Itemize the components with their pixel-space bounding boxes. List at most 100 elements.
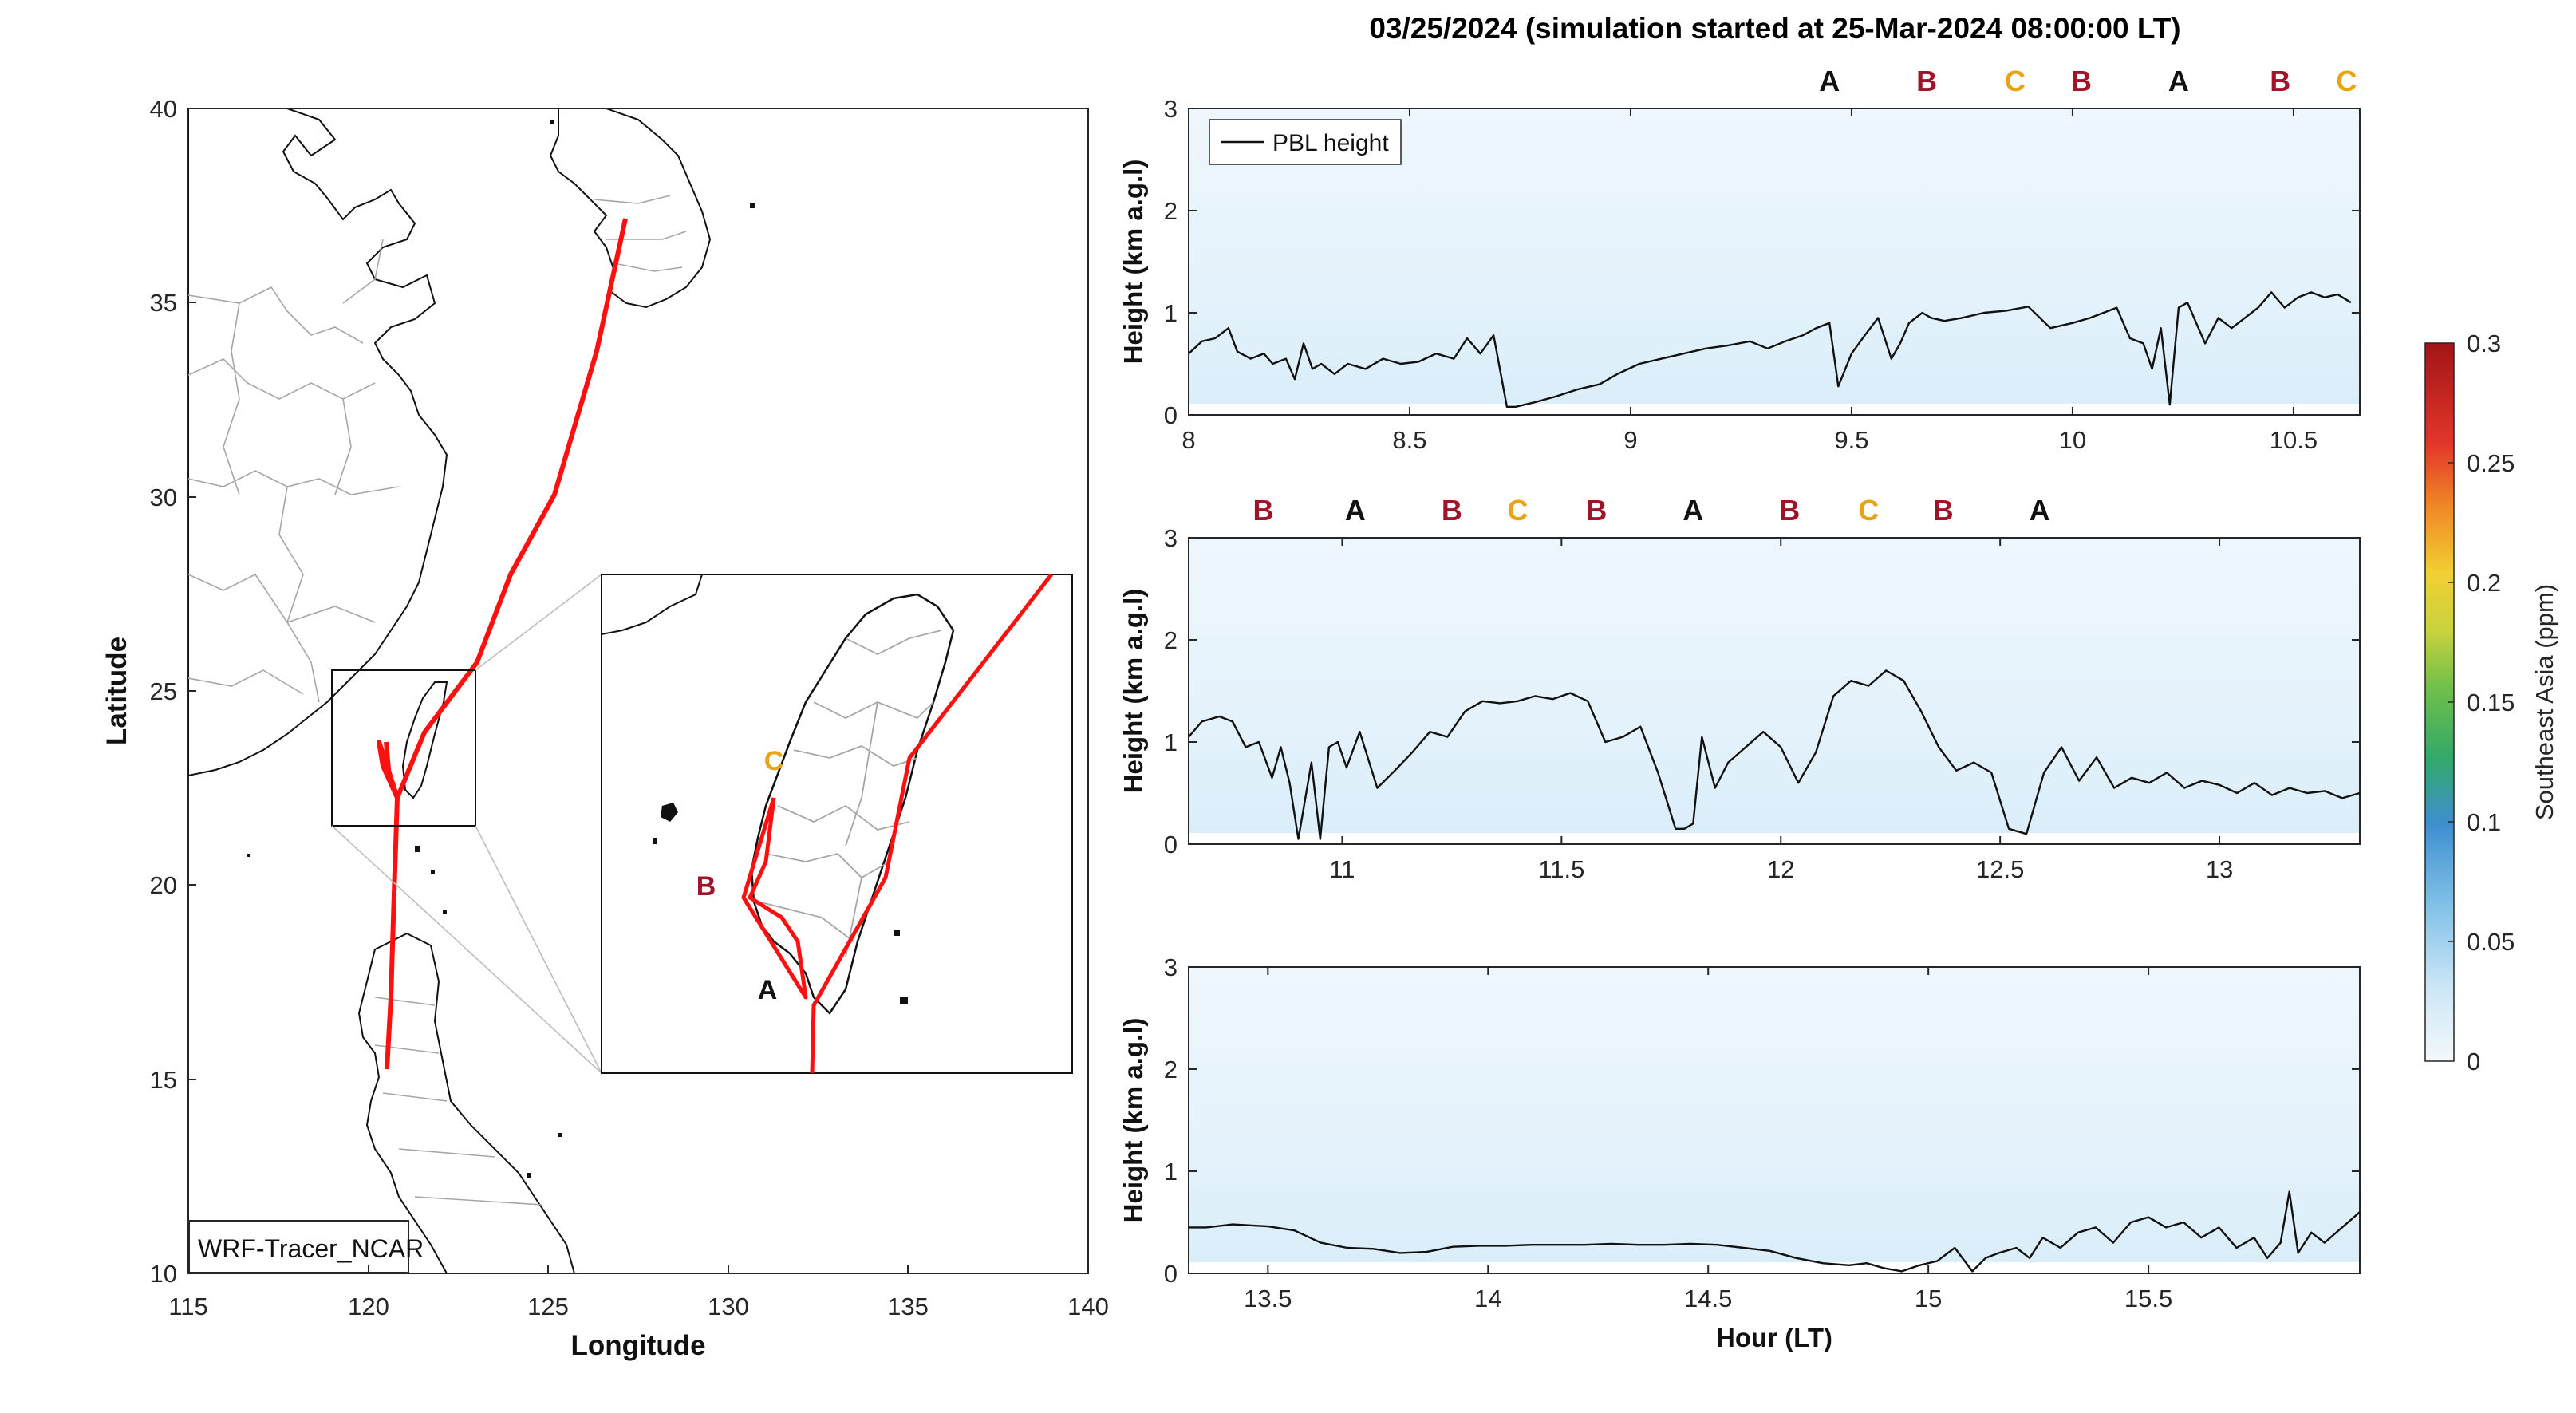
colorbar-label: Southeast Asia (ppm) (2531, 584, 2558, 820)
panel-legend: PBL height (1209, 119, 1402, 165)
map-ylabel: Latitude (101, 637, 132, 745)
timeseries-panel-3: 13.5 14 14.5 15 15.5 0 1 2 3 Height (km a.g.l) Hou… (1118, 953, 2361, 1352)
inset-source-box (331, 669, 476, 827)
inset-track-local (741, 797, 808, 1000)
trajectory-marker-b: B (2270, 65, 2290, 97)
luzon-provinces (374, 997, 543, 1206)
taiwan-main (401, 681, 448, 799)
ytick-label: 1 (1164, 299, 1178, 327)
colorbar: 0 0.05 0.1 0.15 0.2 0.25 0.3 Southeast A… (2424, 330, 2558, 1076)
cbar-tick-03: 0.3 (2467, 330, 2501, 357)
map-tick-marks (188, 302, 909, 1273)
inset-taiwan (750, 593, 955, 1015)
model-label: WRF-Tracer_NCAR (198, 1234, 424, 1263)
luzon-island (357, 932, 576, 1273)
xtick-label: 9 (1623, 426, 1637, 454)
xtick-label: 11.5 (1538, 855, 1584, 883)
trajectory-marker-a: A (2168, 65, 2189, 97)
cbar-tick-02: 0.2 (2467, 569, 2501, 597)
xtick-label: 9.5 (1834, 426, 1868, 454)
trajectory-marker-b: B (1933, 494, 1954, 527)
model-label-box (188, 1220, 409, 1273)
trajectory-marker-a: A (1682, 494, 1703, 527)
colorbar-ticks: 0 0.05 0.1 0.15 0.2 0.25 0.3 (2467, 330, 2515, 1076)
map-ytick-10: 10 (150, 1260, 177, 1288)
tracer-field (1189, 538, 2360, 844)
surface-band (1189, 404, 2360, 415)
map-x-ticks: 115 120 125 130 135 140 (168, 1293, 1109, 1320)
xtick-label: 10 (2059, 426, 2086, 454)
trajectory-track (385, 218, 628, 1070)
trajectory-marker-b: B (1916, 65, 1937, 97)
xtick-label: 11 (1329, 855, 1355, 883)
ytick-label: 3 (1164, 953, 1178, 981)
trajectory-marker-a: A (2030, 494, 2050, 527)
cbar-tick-0: 0 (2467, 1048, 2480, 1076)
tracer-field (1189, 967, 2360, 1273)
trajectory-marker-c: C (1507, 494, 1528, 527)
map-content (188, 109, 755, 1273)
map-xtick-140: 140 (1067, 1293, 1109, 1320)
inset-label-a: A (758, 975, 778, 1005)
china-coastline (188, 109, 448, 777)
map-xtick-130: 130 (708, 1293, 749, 1320)
trajectory-marker-c: C (2005, 65, 2026, 97)
map-y-ticks: 10 15 20 25 30 35 40 (150, 95, 177, 1288)
trajectory-marker-c: C (2336, 65, 2357, 97)
cbar-tick-025: 0.25 (2467, 449, 2515, 477)
ytick-label: 1 (1164, 728, 1178, 756)
cbar-tick-01: 0.1 (2467, 808, 2501, 836)
map-ytick-35: 35 (150, 289, 177, 317)
map-xtick-115: 115 (168, 1293, 207, 1320)
xtick-label: 14.5 (1684, 1285, 1732, 1312)
colorbar-tickmarks (2448, 462, 2454, 942)
panel-frame (1188, 966, 2361, 1274)
trajectory-marker-a: A (1345, 494, 1366, 527)
china-provinces (188, 239, 400, 703)
xtick-label: 8.5 (1392, 426, 1426, 454)
trajectory-track-taiwan (377, 740, 400, 800)
ytick-label: 1 (1164, 1158, 1178, 1186)
map-xtick-135: 135 (887, 1293, 929, 1320)
map-xtick-120: 120 (348, 1293, 389, 1320)
legend-label: PBL height (1272, 130, 1389, 156)
map-xlabel: Longitude (570, 1330, 705, 1361)
panel-ylabel: Height (km a.g.l) (1118, 589, 1148, 794)
cbar-tick-015: 0.15 (2467, 689, 2515, 716)
figure-title: 03/25/2024 (simulation started at 25-Mar… (1369, 12, 2180, 45)
trajectory-marker-b: B (1252, 494, 1273, 527)
ytick-label: 3 (1164, 524, 1178, 552)
xtick-label: 15 (1915, 1285, 1942, 1312)
cbar-tick-005: 0.05 (2467, 928, 2515, 956)
ytick-label: 0 (1164, 1260, 1178, 1288)
map-ytick-20: 20 (150, 871, 177, 899)
panel-ylabel: Height (km a.g.l) (1118, 1018, 1148, 1223)
panel-frame (1188, 108, 2361, 416)
xtick-label: 12.5 (1976, 855, 2024, 883)
inset-label-c: C (764, 746, 784, 776)
korea-provinces (594, 195, 687, 272)
ytick-label: 3 (1164, 95, 1178, 123)
surface-band (1189, 833, 2360, 844)
inset-label-b: B (696, 871, 716, 902)
inset-mainland-edge (602, 574, 704, 636)
xtick-label: 14 (1474, 1285, 1501, 1312)
panel-xlabel: Hour (LT) (1716, 1323, 1832, 1352)
trajectory-marker-b: B (1442, 494, 1462, 527)
map-ytick-40: 40 (150, 95, 177, 123)
trajectory-marker-a: A (1819, 65, 1840, 97)
xtick-label: 13.5 (1244, 1285, 1292, 1312)
xtick-label: 10.5 (2270, 426, 2318, 454)
panel-frame (1188, 537, 2361, 845)
ytick-label: 0 (1164, 831, 1178, 858)
taiwan-inset: C B A (601, 574, 1073, 1074)
ytick-label: 2 (1164, 626, 1178, 654)
trajectory-marker-c: C (1858, 494, 1879, 527)
xtick-label: 15.5 (2124, 1285, 2172, 1312)
xtick-label: 8 (1181, 426, 1195, 454)
korea-peninsula (549, 109, 712, 309)
surface-band (1189, 1262, 2360, 1273)
ytick-label: 0 (1164, 401, 1178, 429)
map-ytick-25: 25 (150, 677, 177, 705)
panel-ylabel: Height (km a.g.l) (1118, 160, 1148, 365)
